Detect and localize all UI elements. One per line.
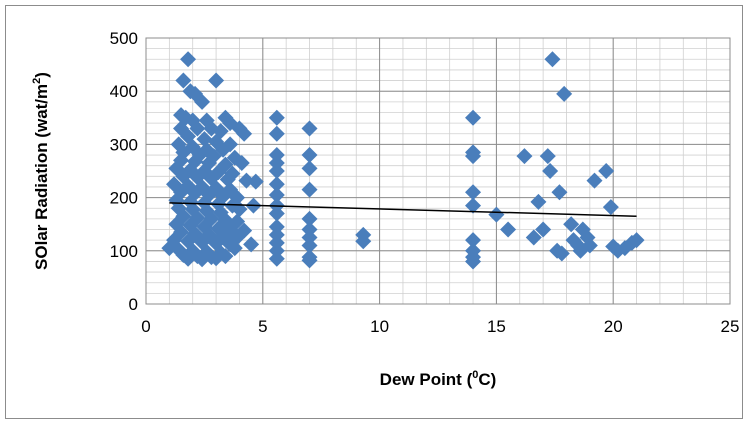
data-point bbox=[198, 112, 215, 129]
data-point bbox=[602, 199, 619, 216]
y-axis-title: SOlar Radiation (wat/m2) bbox=[31, 72, 51, 270]
data-point bbox=[268, 109, 285, 126]
data-point bbox=[586, 172, 603, 189]
data-point bbox=[226, 240, 243, 257]
data-point bbox=[194, 251, 211, 268]
data-point bbox=[301, 210, 318, 227]
data-point bbox=[530, 193, 547, 210]
data-point bbox=[236, 125, 253, 142]
data-point bbox=[551, 184, 568, 201]
data-point bbox=[184, 112, 201, 129]
data-point bbox=[161, 240, 178, 257]
x-axis-title-superscript: 0 bbox=[472, 369, 478, 381]
data-point bbox=[208, 250, 225, 267]
data-point bbox=[556, 85, 573, 102]
x-tick-label: 0 bbox=[141, 317, 150, 336]
data-point bbox=[194, 93, 211, 110]
data-point bbox=[301, 237, 318, 254]
data-point bbox=[539, 148, 556, 165]
y-tick-label: 200 bbox=[110, 189, 138, 208]
y-axis-title-part: ) bbox=[32, 72, 51, 78]
data-point bbox=[465, 197, 482, 214]
x-axis-title: Dew Point (0C) bbox=[380, 369, 497, 389]
data-point bbox=[563, 216, 580, 233]
data-point bbox=[488, 206, 505, 223]
data-point bbox=[301, 120, 318, 137]
data-point bbox=[238, 172, 255, 189]
data-point bbox=[500, 221, 517, 238]
data-point bbox=[268, 125, 285, 142]
data-point bbox=[268, 186, 285, 203]
data-point bbox=[247, 173, 264, 190]
plot-area bbox=[145, 37, 731, 305]
data-point bbox=[581, 237, 598, 254]
y-axis-title-part: SOlar Radiation (wat/m bbox=[32, 84, 51, 270]
x-tick-labels: 0 5 10 15 20 25 bbox=[141, 317, 739, 336]
data-point bbox=[544, 51, 561, 68]
data-point bbox=[268, 163, 285, 179]
data-point bbox=[243, 236, 260, 253]
data-point bbox=[301, 252, 318, 269]
x-tick-label: 25 bbox=[721, 317, 740, 336]
y-tick-label: 0 bbox=[129, 295, 138, 314]
data-point bbox=[268, 176, 285, 193]
data-point bbox=[465, 148, 482, 165]
data-point bbox=[175, 72, 192, 89]
y-tick-labels: 0 100 200 300 400 500 bbox=[110, 29, 138, 314]
data-point bbox=[465, 109, 482, 126]
y-tick-label: 300 bbox=[110, 135, 138, 154]
trendline bbox=[169, 202, 637, 217]
data-point bbox=[465, 184, 482, 201]
data-point bbox=[516, 148, 533, 165]
x-tick-label: 20 bbox=[604, 317, 623, 336]
data-point bbox=[465, 253, 482, 270]
y-tick-label: 500 bbox=[110, 29, 138, 48]
data-point bbox=[525, 229, 542, 246]
chart-frame bbox=[5, 5, 743, 419]
data-point bbox=[465, 232, 482, 249]
data-point bbox=[301, 181, 318, 198]
x-tick-label: 5 bbox=[258, 317, 267, 336]
data-point bbox=[542, 163, 559, 179]
data-point bbox=[233, 155, 250, 172]
data-point bbox=[189, 120, 206, 137]
data-point bbox=[301, 147, 318, 164]
data-point bbox=[180, 51, 197, 68]
x-axis-title-part: C) bbox=[478, 370, 496, 389]
data-point bbox=[268, 250, 285, 267]
data-point bbox=[553, 245, 570, 262]
y-tick-label: 400 bbox=[110, 82, 138, 101]
data-point bbox=[196, 131, 213, 148]
x-axis-title-part: Dew Point ( bbox=[380, 370, 473, 389]
y-axis-title-superscript: 2 bbox=[31, 78, 43, 84]
data-point bbox=[268, 205, 285, 222]
y-tick-label: 100 bbox=[110, 242, 138, 261]
data-point bbox=[628, 232, 645, 249]
data-point bbox=[355, 233, 372, 250]
data-point bbox=[301, 160, 318, 177]
data-point bbox=[598, 163, 615, 179]
data-point bbox=[198, 243, 215, 260]
x-tick-label: 10 bbox=[370, 317, 389, 336]
x-tick-label: 15 bbox=[487, 317, 506, 336]
data-point bbox=[535, 221, 552, 238]
data-point bbox=[208, 72, 225, 89]
data-point bbox=[180, 250, 197, 267]
